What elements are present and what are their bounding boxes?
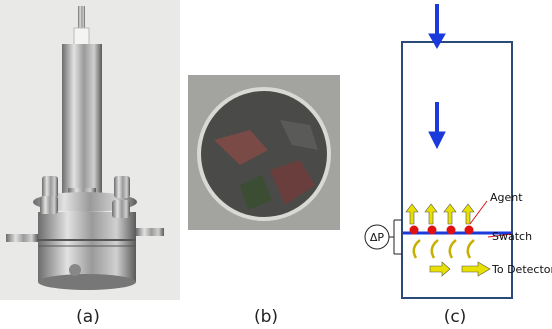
swatch-label: Swatch	[492, 230, 532, 243]
panel-label: (c)	[444, 307, 467, 327]
diagram: ΔP Agent Swatch To Detector	[365, 4, 552, 298]
delta-p-label: ΔP	[370, 231, 385, 244]
panel-label: (a)	[76, 307, 100, 327]
column	[402, 42, 512, 298]
photo-swatch	[188, 75, 340, 230]
agent-label: Agent	[490, 191, 523, 204]
figure: ΔP Agent Swatch To Detector (a) (b) (c)	[0, 0, 552, 329]
detector-label: To Detector	[491, 263, 552, 276]
pressure-bracket	[389, 220, 402, 254]
panel-label: (b)	[254, 307, 278, 327]
photo-apparatus	[0, 0, 180, 300]
